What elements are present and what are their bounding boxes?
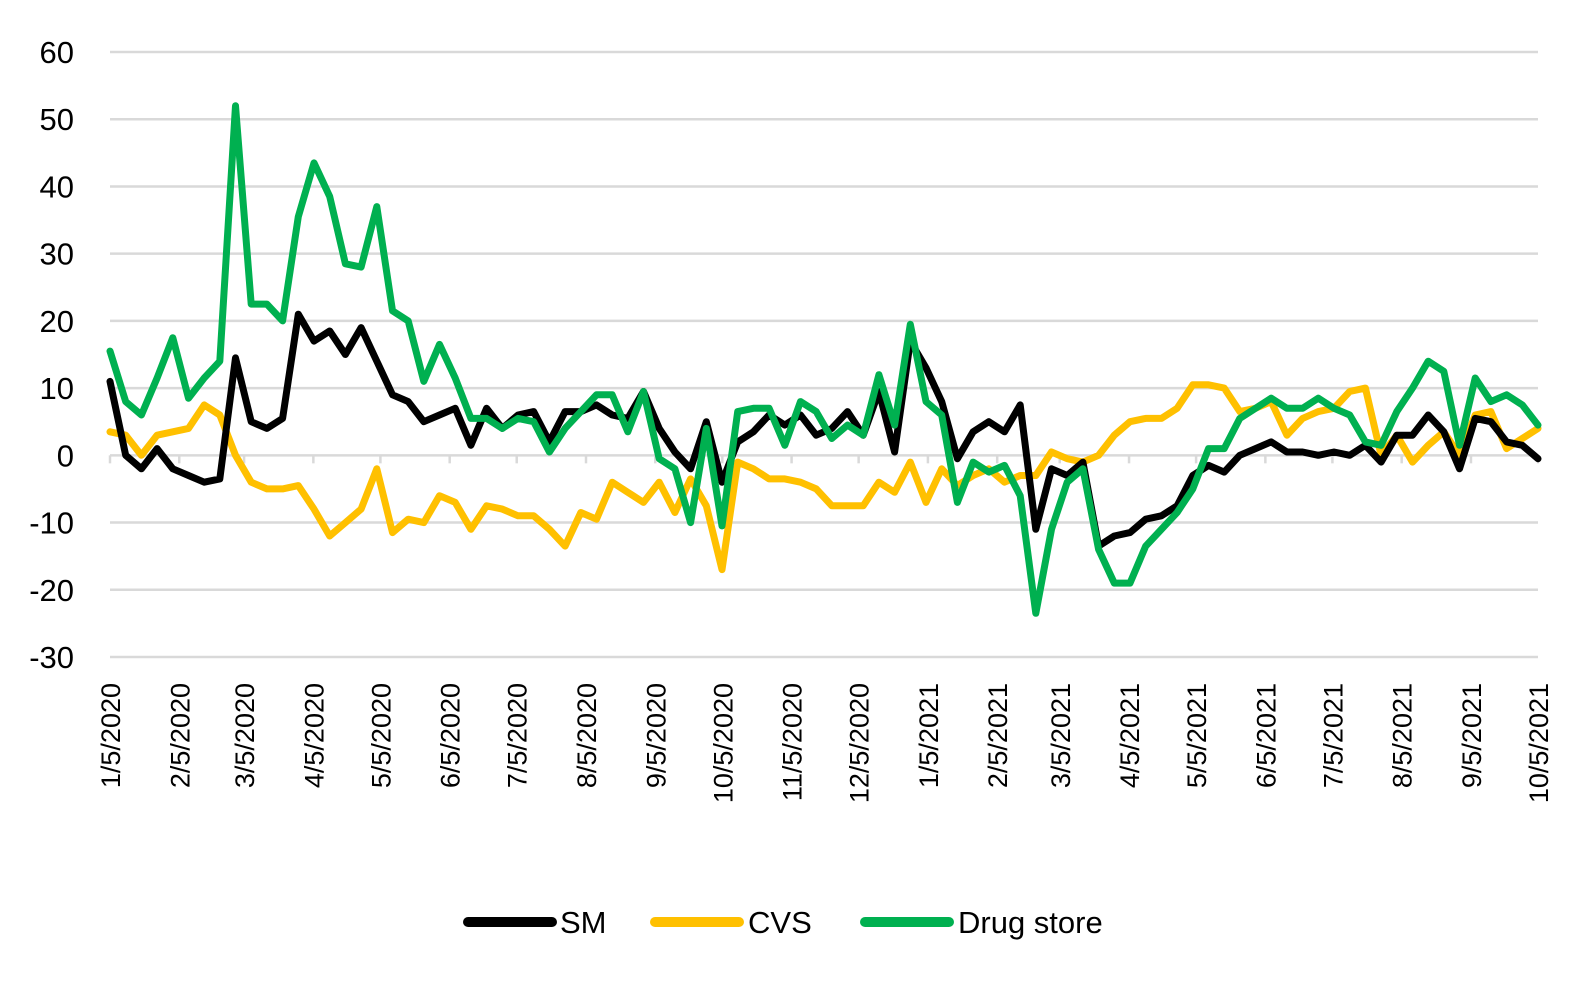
y-tick-label: 0	[57, 438, 74, 473]
x-tick-label: 7/5/2021	[1318, 683, 1348, 788]
x-tick-label: 1/5/2021	[914, 683, 944, 788]
y-tick-label: 50	[40, 102, 74, 137]
legend-label: Drug store	[958, 905, 1103, 940]
x-tick-label: 11/5/2020	[778, 683, 808, 801]
legend-label: CVS	[748, 905, 812, 940]
x-tick-label: 9/5/2020	[641, 683, 671, 788]
x-tick-label: 7/5/2020	[503, 683, 533, 788]
x-tick-label: 10/5/2020	[708, 683, 738, 803]
legend-item-cvs: CVS	[650, 905, 812, 940]
x-tick-label: 2/5/2020	[165, 683, 195, 788]
y-tick-label: -30	[29, 640, 74, 675]
series-line-drug-store	[106, 102, 1542, 617]
x-tick-label: 9/5/2021	[1457, 683, 1487, 788]
y-axis-ticks: 60 50 40 30 20 10 0 -10 -20 -30	[29, 35, 74, 675]
y-tick-label: 20	[40, 304, 74, 339]
y-tick-label: 30	[40, 237, 74, 272]
x-tick-label: 6/5/2021	[1251, 683, 1281, 788]
x-tick-label: 4/5/2020	[299, 683, 329, 788]
y-tick-label: 40	[40, 169, 74, 204]
x-tick-label: 3/5/2021	[1046, 683, 1076, 788]
x-tick-label: 6/5/2020	[436, 683, 466, 788]
series-lines	[106, 102, 1542, 617]
x-tick-label: 10/5/2021	[1524, 683, 1554, 803]
x-tick-label: 5/5/2020	[366, 683, 396, 788]
x-tick-label: 8/5/2020	[572, 683, 602, 788]
x-tick-label: 8/5/2021	[1388, 683, 1418, 788]
series-line-cvs	[106, 381, 1542, 574]
legend-item-sm: SM	[463, 905, 607, 940]
x-tick-label: 3/5/2020	[230, 683, 260, 788]
legend-label: SM	[560, 905, 607, 940]
x-tick-label: 12/5/2020	[845, 683, 875, 803]
y-tick-label: -10	[29, 506, 74, 541]
x-axis: 1/5/2020 2/5/2020 3/5/2020 4/5/2020 5/5/2020…	[96, 455, 1554, 803]
legend-item-drug-store: Drug store	[860, 905, 1103, 940]
x-tick-label: 5/5/2021	[1182, 683, 1212, 788]
x-tick-label: 2/5/2021	[983, 683, 1013, 788]
legend: SM CVS Drug store	[463, 905, 1103, 940]
x-tick-label: 1/5/2020	[96, 683, 126, 788]
gridlines	[110, 50, 1538, 659]
y-tick-label: -20	[29, 573, 74, 608]
y-tick-label: 10	[40, 371, 74, 406]
x-tick-label: 4/5/2021	[1115, 683, 1145, 788]
y-tick-label: 60	[40, 35, 74, 70]
